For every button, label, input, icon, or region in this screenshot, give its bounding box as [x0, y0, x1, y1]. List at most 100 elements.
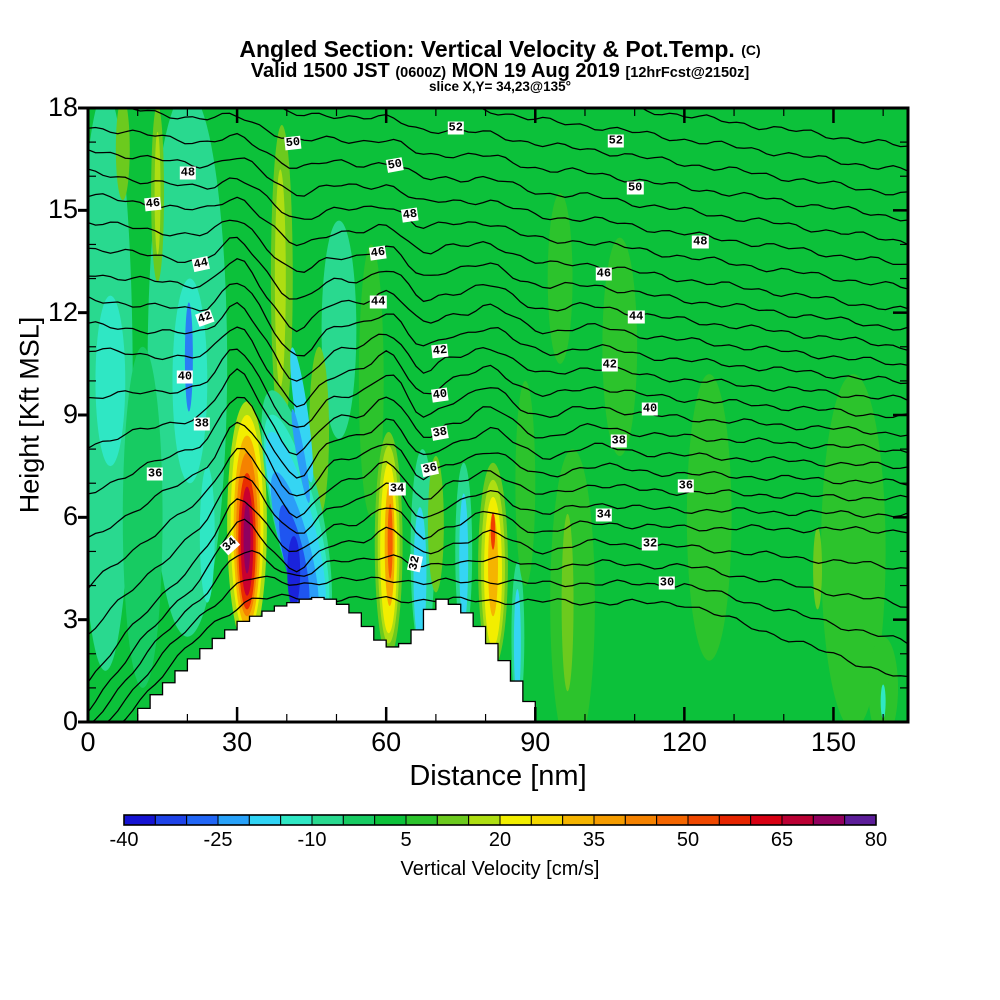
theta-contour: [88, 149, 908, 266]
velocity-blob: [240, 486, 254, 596]
velocity-blob: [115, 108, 130, 201]
theta-contour: [640, 108, 908, 148]
velocity-blob: [270, 472, 319, 618]
colorbar-cell: [280, 814, 313, 826]
velocity-blob: [868, 636, 899, 722]
velocity-blob: [278, 504, 310, 612]
velocity-blob: [410, 449, 435, 654]
colorbar-tick-label-50: 50: [676, 829, 700, 851]
x-tick-label-90: 90: [520, 727, 551, 757]
colorbar-tick-label--40: -40: [109, 829, 139, 851]
contour-label-46: 46: [144, 195, 162, 212]
velocity-blob: [274, 169, 286, 388]
velocity-blob: [233, 435, 261, 627]
theta-contour-lines: [88, 108, 908, 722]
plot-border: [86, 106, 910, 724]
colorbar-cell: [123, 814, 156, 826]
velocity-blob: [88, 108, 133, 671]
theta-contour: [88, 476, 908, 636]
contour-label-52: 52: [447, 120, 464, 135]
velocity-blob: [236, 452, 258, 617]
contour-label-38: 38: [430, 424, 450, 441]
colorbar-cell: [593, 814, 626, 826]
colorbar-tick-label--25: -25: [203, 829, 233, 851]
velocity-fill-background: [88, 108, 908, 722]
velocity-blob: [95, 295, 126, 467]
velocity-blob: [374, 432, 403, 658]
velocity-blob: [490, 512, 496, 550]
velocity-blob: [227, 401, 267, 647]
theta-contour: [88, 326, 908, 419]
contour-label-48: 48: [179, 165, 197, 180]
theta-contour: [421, 108, 908, 172]
slice-info-line: slice X,Y= 34,23@135°: [428, 79, 572, 94]
y-tick-label-3: 3: [62, 603, 78, 634]
velocity-blob: [270, 125, 293, 433]
velocity-blob: [813, 527, 823, 610]
velocity-fill-features: [88, 108, 899, 722]
velocity-blob: [243, 501, 251, 574]
velocity-blob: [264, 414, 330, 621]
velocity-blob: [511, 561, 525, 712]
x-tick-label-0: 0: [80, 727, 96, 757]
velocity-blob: [184, 302, 193, 412]
velocity-blob: [377, 445, 400, 644]
velocity-blob: [154, 131, 161, 255]
contour-label-44: 44: [370, 294, 387, 309]
contour-label-40: 40: [176, 369, 194, 384]
theta-contour: [88, 396, 908, 495]
contour-label-36: 36: [146, 466, 164, 481]
theta-contour: [88, 348, 908, 437]
x-tick-label-150: 150: [810, 727, 856, 757]
colorbar-cell: [499, 814, 532, 826]
velocity-blob: [484, 496, 502, 647]
colorbar-cell: [750, 814, 783, 826]
contour-label-52: 52: [607, 133, 624, 148]
colorbar-cell: [217, 814, 250, 826]
velocity-blob: [309, 346, 330, 518]
theta-contour: [121, 593, 908, 722]
contour-label-50: 50: [284, 134, 303, 151]
colorbar: [123, 814, 877, 826]
x-tick-label-60: 60: [371, 727, 402, 757]
velocity-blob: [230, 415, 264, 634]
contour-label-36: 36: [420, 460, 440, 477]
theta-contour: [88, 447, 908, 590]
velocity-blob: [561, 513, 574, 692]
colorbar-tick-label-5: 5: [400, 829, 412, 851]
colorbar-cell: [530, 814, 564, 826]
colorbar-cell: [781, 814, 814, 826]
y-tick-label-6: 6: [62, 501, 78, 532]
colorbar-cell: [718, 814, 752, 826]
theta-contour: [88, 126, 908, 246]
theta-contour: [265, 108, 908, 196]
contour-label-48: 48: [692, 234, 709, 249]
velocity-blob: [455, 462, 473, 641]
velocity-blob: [358, 244, 384, 518]
colorbar-cell: [405, 814, 438, 826]
valid-z-time: (0600Z): [395, 65, 447, 81]
contour-label-36: 36: [677, 478, 695, 493]
velocity-blob: [122, 346, 163, 688]
theta-contour: [91, 550, 908, 722]
theta-contour: [88, 368, 908, 456]
title-unit: (C): [741, 42, 761, 58]
velocity-blob: [290, 347, 314, 483]
theta-contour: [100, 108, 908, 222]
contour-label-46: 46: [595, 266, 613, 281]
contour-label-34: 34: [219, 534, 241, 556]
velocity-blob: [513, 588, 521, 699]
velocity-blob: [515, 380, 536, 586]
theta-contour: [88, 193, 908, 311]
contour-label-40: 40: [430, 386, 449, 403]
contour-label-38: 38: [610, 433, 627, 448]
theta-contour: [88, 518, 908, 713]
x-tick-label-30: 30: [222, 727, 253, 757]
contour-label-50: 50: [626, 180, 644, 195]
cross-section-plot: [88, 108, 908, 722]
y-tick-label-18: 18: [47, 92, 78, 122]
contour-label-44: 44: [191, 255, 211, 272]
title-text: Angled Section: Vertical Velocity & Pot.…: [239, 36, 735, 62]
contour-label-34: 34: [388, 481, 406, 496]
